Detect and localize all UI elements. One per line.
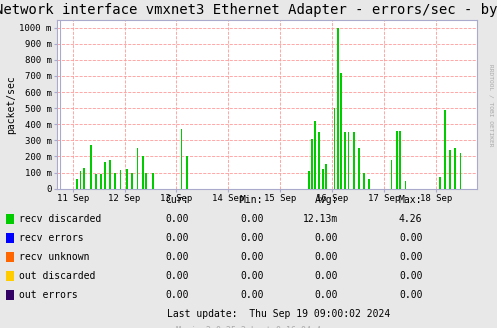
Bar	[318, 132, 320, 189]
Text: 12.13m: 12.13m	[303, 214, 338, 224]
Text: 0.00: 0.00	[240, 271, 263, 281]
Text: out discarded: out discarded	[19, 271, 95, 281]
Bar	[131, 173, 133, 189]
Bar	[405, 180, 407, 189]
Text: RRDTOOL / TOBI OETIKER: RRDTOOL / TOBI OETIKER	[489, 64, 494, 146]
Bar	[80, 171, 82, 189]
Bar	[358, 148, 360, 189]
Bar	[152, 173, 154, 189]
Bar	[368, 179, 370, 189]
Text: 0.00: 0.00	[166, 271, 189, 281]
Bar	[181, 129, 182, 189]
Text: 0.00: 0.00	[240, 252, 263, 262]
Bar	[76, 179, 78, 189]
Bar	[126, 169, 128, 189]
Bar	[391, 160, 393, 189]
Bar	[439, 177, 441, 189]
Bar	[449, 150, 451, 189]
Bar	[146, 173, 147, 189]
Bar	[137, 148, 139, 189]
Text: 0.00: 0.00	[166, 252, 189, 262]
Bar	[90, 145, 92, 189]
Bar	[333, 108, 335, 189]
Text: 0.00: 0.00	[166, 214, 189, 224]
Text: 0.00: 0.00	[315, 233, 338, 243]
Text: 0.00: 0.00	[399, 233, 422, 243]
Bar	[186, 156, 188, 189]
Bar	[347, 132, 349, 189]
Y-axis label: packet/sec: packet/sec	[6, 75, 16, 133]
Text: 0.00: 0.00	[166, 233, 189, 243]
Text: recv unknown: recv unknown	[19, 252, 89, 262]
Bar	[344, 132, 346, 189]
Bar	[119, 170, 121, 189]
Text: Munin 2.0.25-2ubuntu0.16.04.4: Munin 2.0.25-2ubuntu0.16.04.4	[176, 326, 321, 328]
Title: Network interface vmxnet3 Ethernet Adapter - errors/sec - by week: Network interface vmxnet3 Ethernet Adapt…	[0, 3, 497, 17]
Text: out errors: out errors	[19, 290, 78, 300]
Bar	[325, 164, 327, 189]
Bar	[308, 171, 310, 189]
Bar	[142, 156, 144, 189]
Text: Min:: Min:	[240, 195, 263, 205]
Bar	[454, 148, 456, 189]
Text: recv errors: recv errors	[19, 233, 83, 243]
Text: Max:: Max:	[399, 195, 422, 205]
Text: Last update:  Thu Sep 19 09:00:02 2024: Last update: Thu Sep 19 09:00:02 2024	[166, 309, 390, 319]
Bar	[337, 28, 339, 189]
Text: recv discarded: recv discarded	[19, 214, 101, 224]
Bar	[353, 132, 355, 189]
Bar	[109, 160, 111, 189]
Text: 0.00: 0.00	[240, 214, 263, 224]
Text: 0.00: 0.00	[315, 252, 338, 262]
Text: 0.00: 0.00	[399, 252, 422, 262]
Bar	[340, 73, 342, 189]
Bar	[396, 132, 398, 189]
Text: 4.26: 4.26	[399, 214, 422, 224]
Text: 0.00: 0.00	[399, 271, 422, 281]
Bar	[95, 174, 97, 189]
Bar	[114, 173, 116, 189]
Bar	[460, 153, 461, 189]
Bar	[444, 110, 446, 189]
Text: 0.00: 0.00	[315, 290, 338, 300]
Text: 0.00: 0.00	[240, 290, 263, 300]
Bar	[104, 162, 106, 189]
Bar	[100, 174, 102, 189]
Text: 0.00: 0.00	[399, 290, 422, 300]
Bar	[311, 139, 313, 189]
Text: Cur:: Cur:	[166, 195, 189, 205]
Text: 0.00: 0.00	[315, 271, 338, 281]
Text: 0.00: 0.00	[166, 290, 189, 300]
Bar	[400, 131, 401, 189]
Bar	[363, 173, 365, 189]
Bar	[83, 168, 85, 189]
Bar	[315, 121, 316, 189]
Bar	[322, 169, 324, 189]
Text: Avg:: Avg:	[315, 195, 338, 205]
Text: 0.00: 0.00	[240, 233, 263, 243]
